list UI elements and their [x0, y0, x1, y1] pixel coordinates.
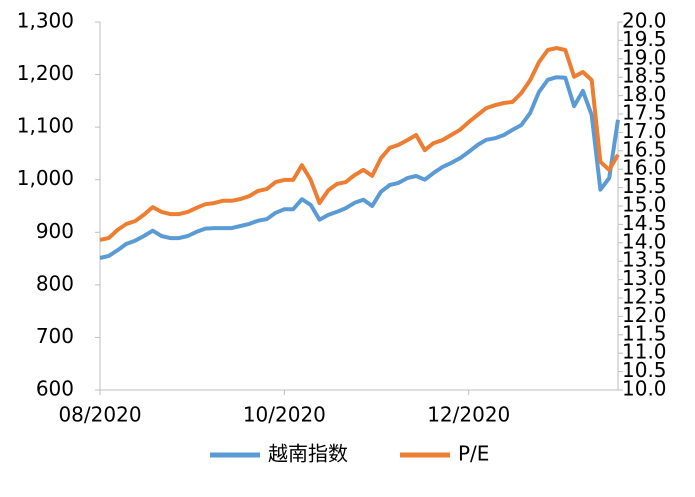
y2-tick-label: 17.0 [622, 119, 667, 143]
x-tick-label: 12/2020 [427, 403, 510, 427]
y2-tick-label: 14.5 [622, 211, 667, 235]
y-tick-label: 800 [36, 271, 74, 295]
x-tick-label: 08/2020 [58, 403, 141, 427]
y-tick-label: 600 [36, 377, 74, 401]
legend-label: P/E [458, 442, 489, 466]
y2-tick-label: 16.0 [622, 156, 667, 180]
y-tick-label: 700 [36, 324, 74, 348]
y-tick-label: 1,100 [17, 114, 74, 138]
y2-tick-label: 18.5 [622, 64, 667, 88]
x-tick-label: 10/2020 [243, 403, 326, 427]
y2-tick-label: 11.5 [622, 321, 667, 345]
y-tick-label: 1,300 [17, 9, 74, 33]
y2-tick-label: 11.0 [622, 340, 667, 364]
y2-tick-label: 16.5 [622, 137, 667, 161]
y2-tick-label: 14.0 [622, 229, 667, 253]
series-line [99, 46, 620, 242]
y2-tick-label: 10.0 [622, 377, 667, 401]
y-tick-label: 900 [36, 219, 74, 243]
y-tick-label: 1,200 [17, 61, 74, 85]
y2-tick-label: 19.0 [622, 45, 667, 69]
y2-tick-label: 17.5 [622, 101, 667, 125]
y2-tick-label: 12.5 [622, 285, 667, 309]
y2-tick-label: 15.5 [622, 174, 667, 198]
y2-tick-label: 15.0 [622, 193, 667, 217]
y-tick-label: 1,000 [17, 166, 74, 190]
y2-tick-label: 18.0 [622, 82, 667, 106]
legend-label: 越南指数 [268, 442, 348, 466]
series-line [99, 75, 620, 260]
y2-tick-label: 13.5 [622, 248, 667, 272]
y2-tick-label: 10.5 [622, 358, 667, 382]
y2-tick-label: 12.0 [622, 303, 667, 327]
y2-tick-label: 20.0 [622, 9, 667, 33]
y2-tick-label: 19.5 [622, 27, 667, 51]
y2-tick-label: 13.0 [622, 266, 667, 290]
